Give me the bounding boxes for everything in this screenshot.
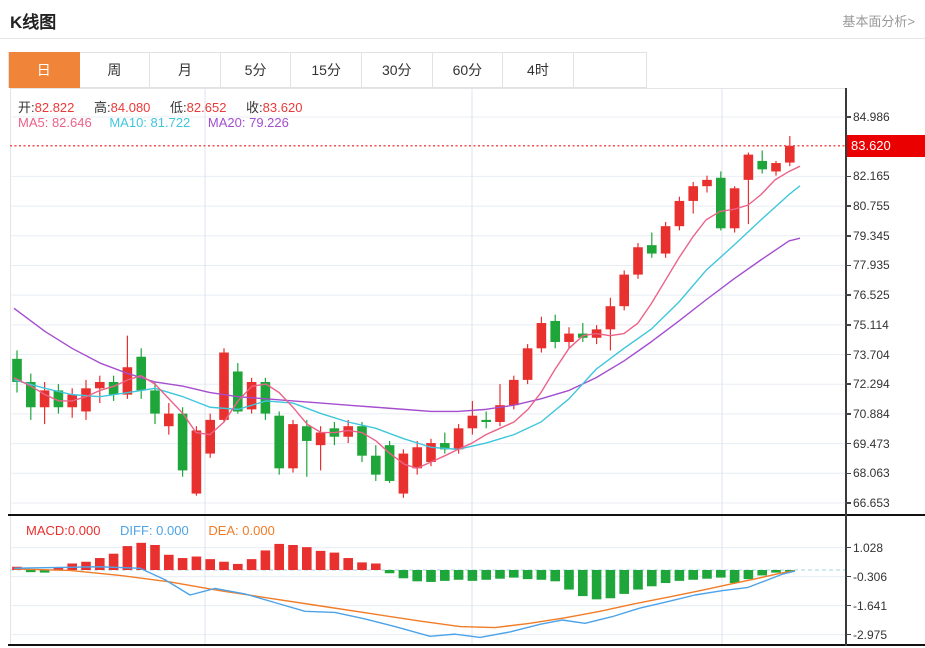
main-axis-label: 80.755 [845, 199, 890, 213]
interval-tab-bar: 日 周 月 5分 15分 30分 60分 4时 [8, 52, 647, 88]
ohlc-readout: 开:82.822 高:84.080 低:82.652 收:83.620 [18, 97, 318, 116]
main-axis-label: 79.345 [845, 229, 890, 243]
current-price-badge: 83.620 [847, 135, 925, 157]
tab-week[interactable]: 周 [79, 52, 151, 88]
dea-value: DEA: 0.000 [208, 523, 275, 538]
high-value: 84.080 [110, 100, 151, 115]
main-axis-label: 84.986 [845, 110, 890, 124]
header-divider [0, 38, 925, 39]
tab-30min[interactable]: 30分 [361, 52, 433, 88]
tab-15min[interactable]: 15分 [291, 52, 362, 88]
high-label: 高: [94, 100, 111, 115]
macd-axis-label: -2.975 [845, 628, 887, 642]
main-axis-label: 76.525 [845, 288, 890, 302]
macd-axis-label: -0.306 [845, 570, 887, 584]
open-label: 开: [18, 100, 35, 115]
tab-bar-filler [573, 52, 647, 88]
close-value: 83.620 [262, 100, 303, 115]
main-axis-label: 68.063 [845, 466, 890, 480]
ma-readout: MA5: 82.646 MA10: 81.722 MA20: 79.226 [18, 115, 303, 130]
main-axis-label: 75.114 [845, 318, 889, 332]
low-value: 82.652 [186, 100, 227, 115]
macd-axis-label: -1.641 [845, 599, 887, 613]
main-axis-label: 70.884 [845, 407, 890, 421]
page-title: K线图 [10, 13, 57, 32]
low-label: 低: [170, 100, 187, 115]
tab-60min[interactable]: 60分 [432, 52, 504, 88]
main-axis-label: 82.165 [845, 169, 890, 183]
ma10-value: MA10: 81.722 [109, 115, 191, 130]
tab-month[interactable]: 月 [150, 52, 221, 88]
tab-day[interactable]: 日 [9, 52, 80, 88]
close-label: 收: [246, 100, 263, 115]
tab-4hour[interactable]: 4时 [503, 52, 574, 88]
chart-bottom-border [8, 644, 925, 646]
macd-axis-label: 1.028 [845, 541, 883, 555]
fundamental-analysis-link[interactable]: 基本面分析> [842, 14, 915, 29]
main-axis-label: 69.473 [845, 437, 890, 451]
main-axis-label: 73.704 [845, 348, 890, 362]
chart-frame [10, 88, 845, 646]
kline-chart-canvas[interactable] [10, 88, 845, 646]
ma20-value: MA20: 79.226 [207, 115, 289, 130]
tab-5min[interactable]: 5分 [220, 52, 292, 88]
ma5-value: MA5: 82.646 [18, 115, 92, 130]
macd-value: MACD:0.000 [26, 523, 101, 538]
main-axis-label: 77.935 [845, 258, 890, 272]
diff-value: DIFF: 0.000 [120, 523, 189, 538]
main-axis-label: 72.294 [845, 377, 890, 391]
main-axis-label: 66.653 [845, 496, 890, 510]
price-axis-line [845, 88, 847, 646]
open-value: 82.822 [34, 100, 75, 115]
panel-separator [8, 514, 925, 516]
macd-readout: MACD:0.000 DIFF: 0.000 DEA: 0.000 [26, 523, 291, 538]
